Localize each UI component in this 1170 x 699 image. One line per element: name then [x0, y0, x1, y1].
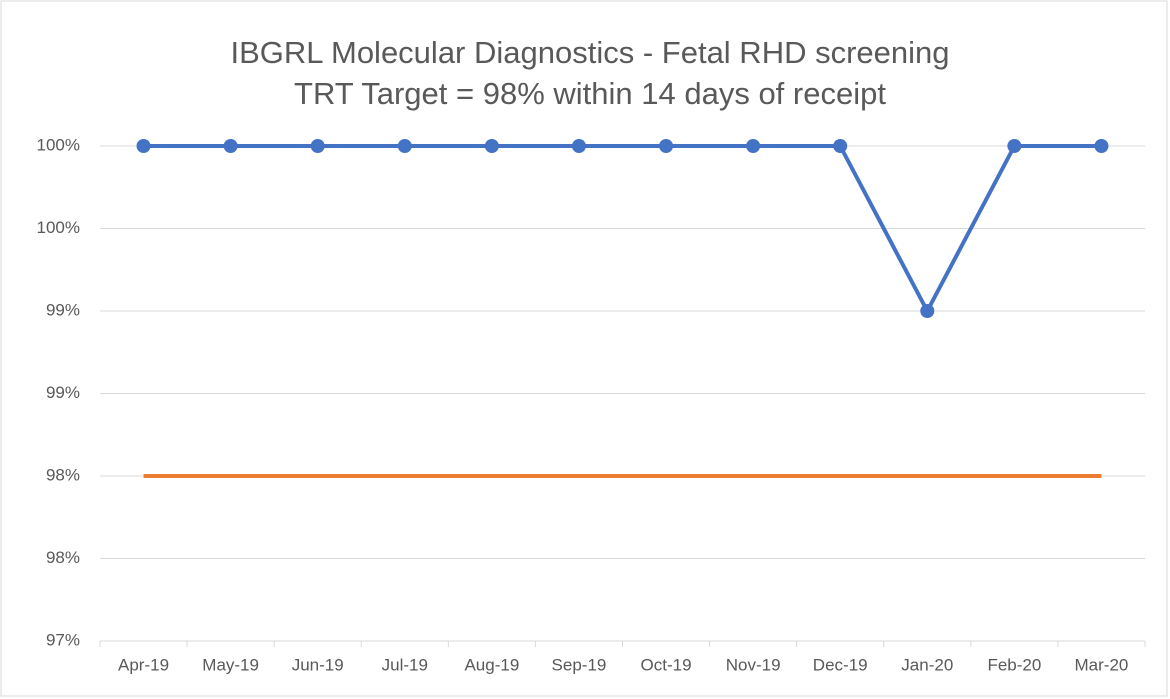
data-point [659, 139, 674, 153]
y-tick-label: 97% [46, 630, 80, 649]
data-point [920, 304, 935, 318]
data-point [136, 139, 151, 153]
x-tick-label: Mar-20 [1075, 655, 1129, 674]
series-line [143, 144, 1102, 313]
data-point [1094, 139, 1109, 153]
chart-subtitle: TRT Target = 98% within 14 days of recei… [294, 76, 886, 111]
y-tick-label: 100% [37, 218, 80, 237]
x-tick-label: Oct-19 [641, 655, 692, 674]
data-point [746, 139, 761, 153]
data-point [223, 139, 238, 153]
data-point [484, 139, 499, 153]
data-point [310, 139, 325, 153]
x-tick-label: Dec-19 [813, 655, 868, 674]
data-point [1007, 139, 1022, 153]
y-tick-label: 98% [46, 548, 80, 567]
x-tick-label: May-19 [202, 655, 259, 674]
y-tick-label: 99% [46, 383, 80, 402]
x-tick-label: Nov-19 [726, 655, 781, 674]
x-tick-label: Aug-19 [464, 655, 519, 674]
y-tick-label: 100% [37, 135, 80, 154]
chart-title: IBGRL Molecular Diagnostics - Fetal RHD … [231, 35, 950, 70]
x-tick-label: Feb-20 [987, 655, 1041, 674]
x-tick-label: Jun-19 [292, 655, 344, 674]
y-tick-label: 98% [46, 465, 80, 484]
data-point [833, 139, 848, 153]
x-tick-label: Jul-19 [382, 655, 428, 674]
data-point [397, 139, 412, 153]
data-point [571, 139, 586, 153]
x-tick-label: Jan-20 [901, 655, 953, 674]
x-tick-label: Sep-19 [552, 655, 607, 674]
y-tick-label: 99% [46, 300, 80, 319]
x-tick-label: Apr-19 [118, 655, 169, 674]
